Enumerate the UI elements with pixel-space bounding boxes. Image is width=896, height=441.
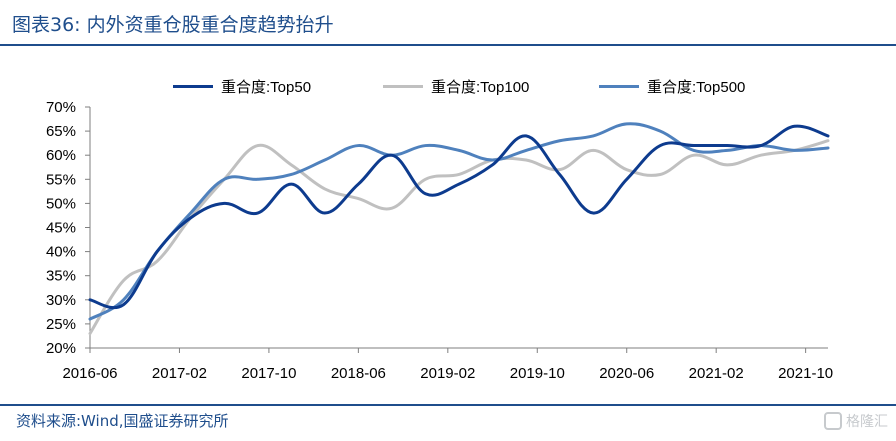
y-tick-label: 40%	[46, 244, 76, 261]
x-tick-label: 2016-06	[62, 365, 117, 382]
legend-swatch-top50	[173, 84, 213, 88]
x-axis: 2016-06 2017-02 2017-10 2018-06 2019-02 2019-…	[62, 347, 833, 382]
watermark: 格隆汇	[824, 410, 888, 432]
y-tick-label: 65%	[46, 123, 76, 140]
x-tick-label: 2017-10	[241, 365, 296, 382]
y-tick-label: 25%	[46, 316, 76, 333]
y-axis: 20% 25% 30% 35% 40% 45% 50% 55% 60% 65% 70%	[46, 99, 91, 357]
legend-swatch-top100	[383, 84, 423, 88]
y-tick-label: 50%	[46, 195, 76, 212]
legend-item-top100: 重合度:Top100	[383, 74, 529, 98]
legend-label-top100: 重合度:Top100	[431, 78, 530, 96]
x-tick-label: 2017-02	[152, 365, 207, 382]
chart-legend: 重合度:Top50 重合度:Top100 重合度:Top500	[0, 74, 896, 98]
series-lines	[88, 122, 830, 336]
line-chart: 20% 25% 30% 35% 40% 45% 50% 55% 60% 65% 70% 2016-0…	[46, 99, 833, 382]
legend-label-top50: 重合度:Top50	[221, 78, 312, 96]
y-tick-label: 60%	[46, 147, 76, 164]
x-tick-label: 2021-02	[689, 365, 744, 382]
series-line-top500	[88, 122, 830, 321]
x-tick-label: 2020-06	[599, 365, 654, 382]
series-line-top50	[88, 124, 830, 310]
legend-label-top500: 重合度:Top500	[647, 78, 746, 96]
x-tick-label: 2019-02	[420, 365, 475, 382]
y-tick-label: 30%	[46, 292, 76, 309]
legend-swatch-top500	[599, 84, 639, 88]
y-tick-label: 55%	[46, 171, 76, 188]
source-note: 资料来源:Wind,国盛证券研究所	[16, 412, 229, 430]
footer-divider	[0, 404, 896, 406]
x-tick-label: 2021-10	[778, 365, 833, 382]
legend-item-top50: 重合度:Top50	[173, 74, 311, 98]
legend-item-top500: 重合度:Top500	[599, 74, 745, 98]
y-tick-label: 70%	[46, 99, 76, 116]
y-tick-label: 35%	[46, 268, 76, 285]
page-title: 图表36: 内外资重仓股重合度趋势抬升	[12, 14, 334, 36]
x-tick-label: 2018-06	[331, 365, 386, 382]
title-bar: 图表36: 内外资重仓股重合度趋势抬升	[0, 0, 896, 50]
title-divider	[0, 44, 896, 46]
y-tick-label: 45%	[46, 220, 76, 237]
watermark-text: 格隆汇	[846, 414, 888, 430]
watermark-logo-icon	[824, 412, 842, 430]
y-tick-label: 20%	[46, 340, 76, 357]
x-tick-label: 2019-10	[510, 365, 565, 382]
series-line-top100	[88, 139, 830, 336]
